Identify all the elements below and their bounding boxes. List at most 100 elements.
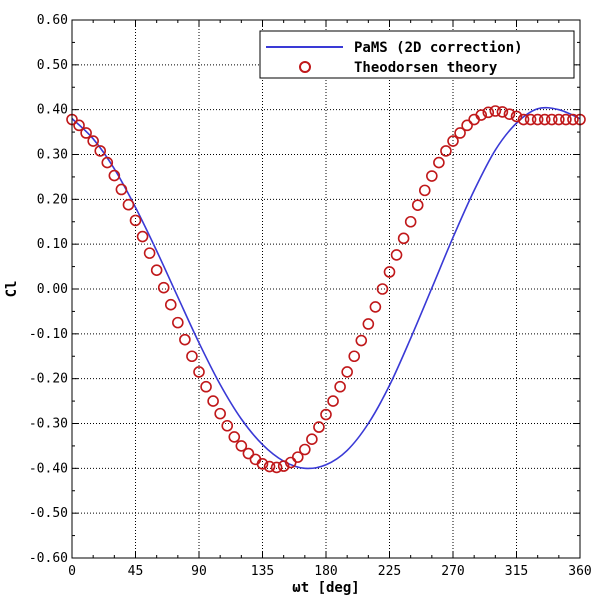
ticks [71, 19, 581, 559]
series-point-theodorsen [270, 461, 283, 474]
series-point-theodorsen [560, 113, 572, 126]
series-point-theodorsen [80, 127, 92, 139]
series-point-theodorsen [461, 119, 473, 132]
series-point-theodorsen [94, 145, 107, 157]
x-tick-label: 0 [68, 564, 76, 579]
series-point-theodorsen [447, 135, 459, 147]
series-point-theodorsen [256, 458, 269, 470]
series-point-theodorsen [355, 334, 368, 347]
series-point-theodorsen [517, 113, 530, 126]
series-point-theodorsen [101, 156, 114, 169]
y-axis-title: Cl [4, 281, 20, 298]
series-point-theodorsen [531, 113, 544, 126]
tick-labels: 0 45 90 135 180 225 270 315 360 -0.60 -0.50 -0.40 -0… [29, 13, 592, 579]
series-point-theodorsen [433, 156, 445, 169]
series-point-theodorsen [496, 106, 509, 118]
series-point-theodorsen [164, 298, 177, 311]
series-layer [66, 105, 586, 474]
y-tick-label: 0.20 [37, 192, 68, 207]
series-point-theodorsen [172, 316, 184, 329]
series-point-theodorsen [503, 108, 516, 120]
x-tick-label: 270 [441, 564, 464, 579]
y-tick-label: 0.60 [37, 13, 68, 28]
y-tick-label: -0.10 [29, 327, 68, 342]
series-point-theodorsen [510, 110, 523, 123]
y-tick-label: 0.50 [37, 58, 68, 73]
series-point-theodorsen [341, 366, 353, 378]
series-point-theodorsen [299, 443, 311, 456]
series-point-theodorsen [383, 266, 396, 278]
series-point-theodorsen [87, 135, 99, 147]
series-point-theodorsen [193, 366, 205, 378]
x-tick-label: 45 [128, 564, 144, 579]
series-point-theodorsen [545, 113, 558, 126]
series-point-theodorsen [482, 106, 495, 119]
series-point-theodorsen [129, 214, 142, 227]
y-tick-label: 0.10 [37, 237, 68, 252]
y-tick-label: -0.60 [29, 551, 68, 566]
x-axis-title: ωt [deg] [292, 580, 359, 596]
legend-entry-pams: PaMS (2D correction) [354, 40, 523, 56]
series-point-theodorsen [306, 433, 318, 445]
series-point-theodorsen [291, 451, 304, 463]
series-point-theodorsen [524, 113, 537, 126]
series-point-theodorsen [313, 421, 325, 433]
series-point-theodorsen [200, 380, 212, 393]
y-tick-label: -0.40 [29, 461, 68, 476]
legend-box [259, 30, 575, 79]
series-point-theodorsen [263, 460, 276, 473]
legend: PaMS (2D correction) Theodorsen theory [259, 30, 575, 79]
series-point-theodorsen [426, 170, 438, 182]
series-point-theodorsen [136, 230, 149, 243]
series-point-theodorsen [143, 247, 156, 259]
series-point-theodorsen [418, 184, 431, 197]
series-point-theodorsen [404, 215, 417, 228]
series-point-theodorsen [327, 395, 339, 407]
y-tick-label: -0.20 [29, 372, 68, 387]
series-line-pams [71, 106, 581, 470]
series-point-theodorsen [362, 318, 375, 330]
series-point-theodorsen [228, 431, 241, 443]
x-tick-label: 225 [378, 564, 401, 579]
series-point-theodorsen [397, 232, 410, 245]
series-point-theodorsen [538, 113, 551, 126]
series-point-theodorsen [242, 447, 255, 460]
y-tick-label: 0.40 [37, 103, 68, 118]
y-tick-label: -0.50 [29, 506, 68, 521]
series-point-theodorsen [411, 199, 424, 211]
legend-entry-theodorsen: Theodorsen theory [354, 60, 498, 76]
series-point-theodorsen [454, 127, 466, 139]
series-point-theodorsen [369, 301, 382, 313]
x-tick-label: 360 [568, 564, 591, 579]
series-point-theodorsen [179, 333, 191, 346]
series-point-theodorsen [553, 113, 565, 126]
series-point-theodorsen [277, 460, 290, 472]
series-point-theodorsen [73, 119, 85, 132]
series-point-theodorsen [376, 283, 389, 295]
series-point-theodorsen [221, 419, 234, 432]
x-tick-label: 180 [314, 564, 337, 579]
x-tick-label: 135 [251, 564, 274, 579]
x-tick-label: 315 [505, 564, 528, 579]
y-tick-label: 0.00 [37, 282, 68, 297]
y-tick-label: 0.30 [37, 148, 68, 163]
series-point-theodorsen [334, 380, 346, 393]
series-point-theodorsen [320, 408, 332, 421]
series-point-theodorsen [348, 350, 361, 363]
y-tick-label: -0.30 [29, 417, 68, 432]
series-point-theodorsen [214, 407, 226, 420]
series-point-theodorsen [150, 264, 163, 276]
series-point-theodorsen [108, 169, 121, 182]
series-point-theodorsen [235, 440, 248, 452]
series-point-theodorsen [390, 249, 403, 261]
series-point-theodorsen [475, 109, 488, 121]
legend-marker-swatch [299, 61, 311, 73]
series-point-theodorsen [207, 395, 219, 407]
x-tick-label: 90 [191, 564, 207, 579]
series-point-theodorsen [115, 183, 128, 196]
series-point-theodorsen [567, 113, 579, 126]
series-point-theodorsen [186, 350, 198, 363]
series-point-theodorsen [157, 281, 170, 294]
